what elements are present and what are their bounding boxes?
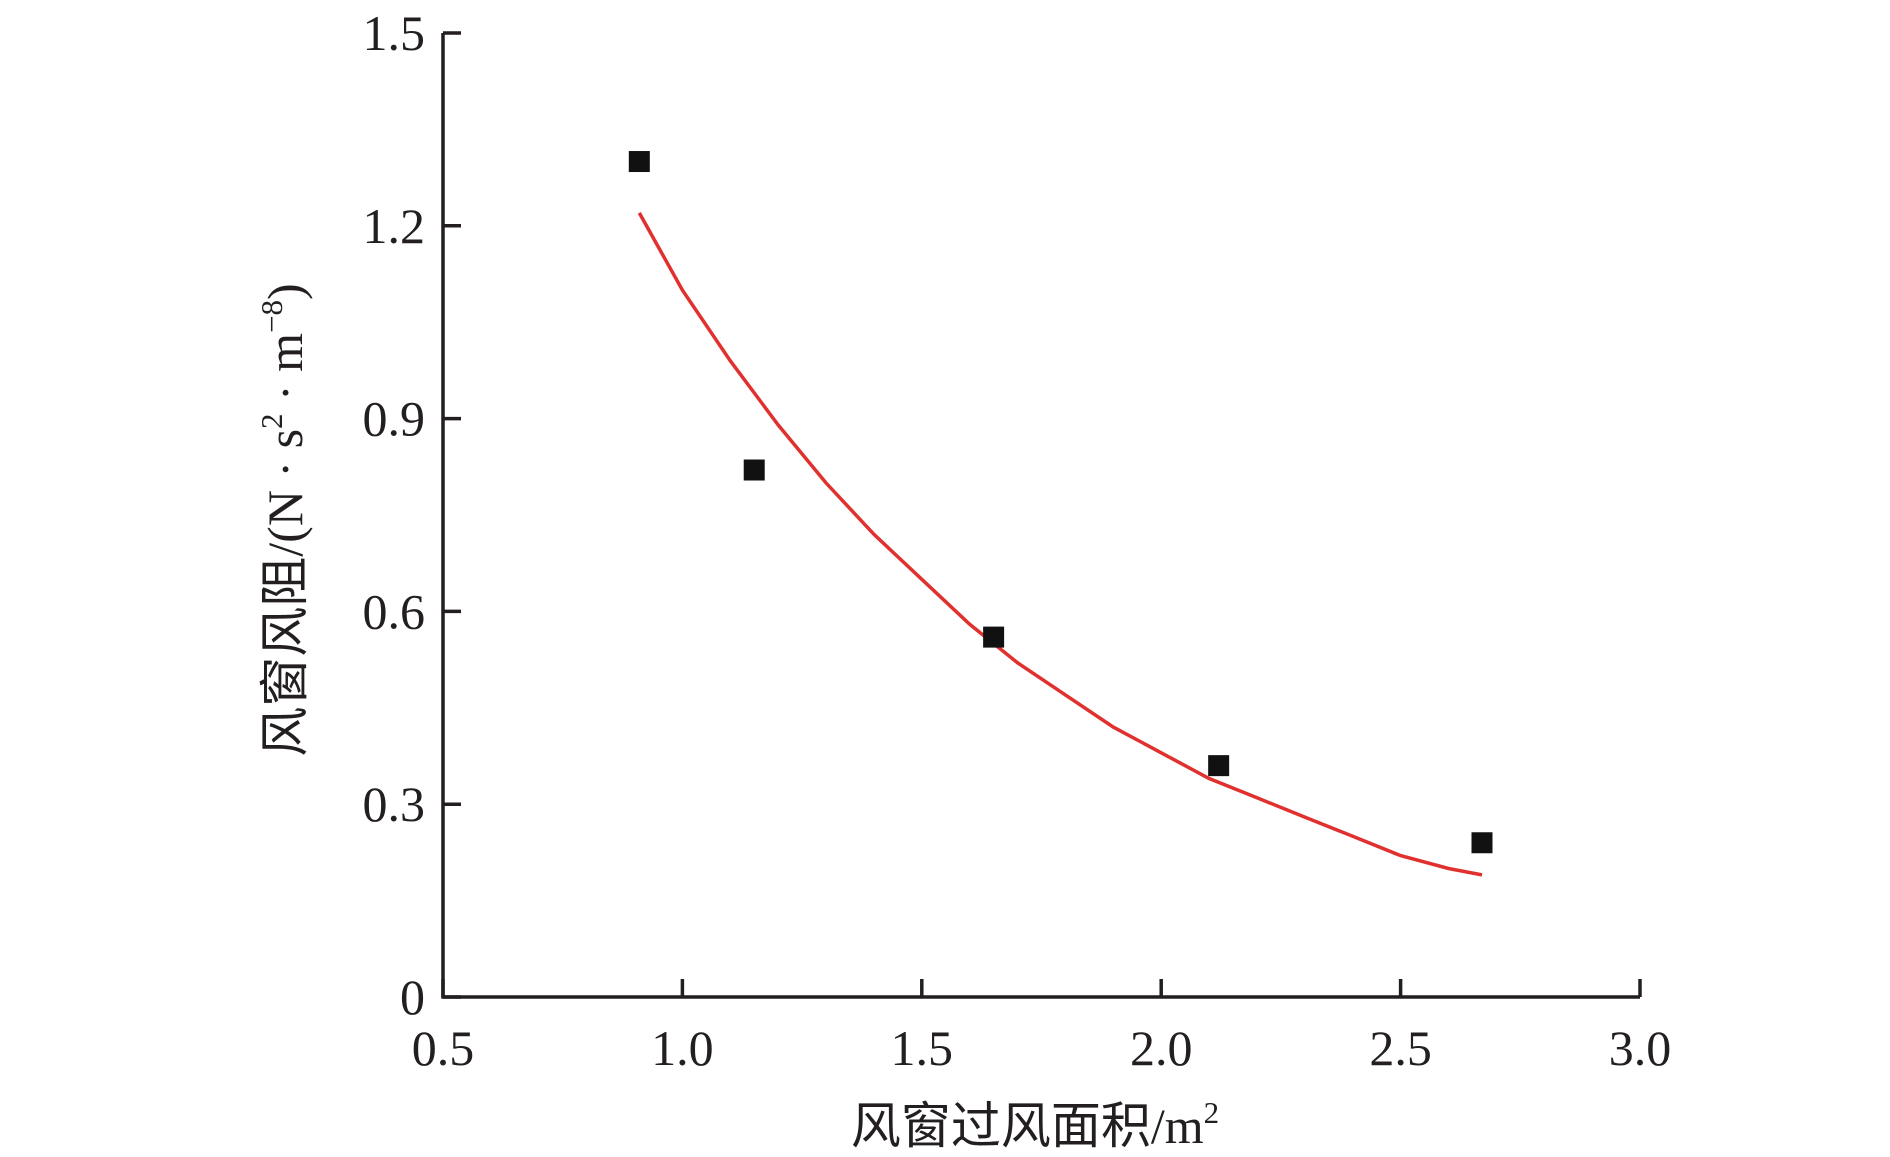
y-tick-label: 0.6: [363, 583, 426, 639]
points-layer: [628, 151, 1493, 854]
x-tick-label: 1.0: [651, 1020, 714, 1076]
y-axis-title-superscript-2: −8: [254, 300, 289, 333]
y-tick-label: 1.2: [363, 198, 426, 254]
x-tick-label: 3.0: [1609, 1020, 1672, 1076]
curve-layer: [637, 212, 1483, 877]
y-axis-title-end: ): [257, 283, 313, 300]
data-point: [1208, 755, 1230, 777]
data-point: [628, 151, 650, 173]
data-point: [983, 626, 1005, 648]
fit-curve: [637, 212, 1483, 877]
x-tick-label: 1.5: [891, 1020, 954, 1076]
x-tick-label: 0.5: [412, 1020, 475, 1076]
x-axis-title: 风窗过风面积/m2: [851, 1095, 1219, 1152]
y-axis-title-superscript-1: 2: [254, 413, 289, 429]
y-tick-label: 1.5: [363, 5, 426, 61]
axis-frame: [441, 33, 1640, 999]
x-tick-label: 2.0: [1130, 1020, 1193, 1076]
labels-layer: 风窗过风面积/m2 风窗风阻/(N · s2 · m−8): [254, 283, 1219, 1154]
axes-layer: [441, 33, 1640, 999]
x-tick-label: 2.5: [1369, 1020, 1432, 1076]
data-point: [1471, 832, 1493, 854]
x-axis-title-superscript: 2: [1204, 1095, 1220, 1130]
y-tick-label: 0: [400, 969, 425, 1025]
x-axis-title-main: 风窗过风面积/m: [851, 1098, 1204, 1152]
y-tick-label: 0.9: [363, 391, 426, 447]
y-axis-title-middle: · m: [257, 333, 313, 414]
data-point: [743, 459, 765, 481]
y-axis-title-start: 风窗风阻/(N · s: [257, 429, 313, 757]
y-tick-label: 0.3: [363, 776, 426, 832]
y-axis-title: 风窗风阻/(N · s2 · m−8): [254, 283, 313, 756]
ticks-layer: 0 0.3 0.6 0.9 1.2 1.5 0.5 1.0 1.5 2.0 2.5 3.0: [363, 5, 1672, 1076]
